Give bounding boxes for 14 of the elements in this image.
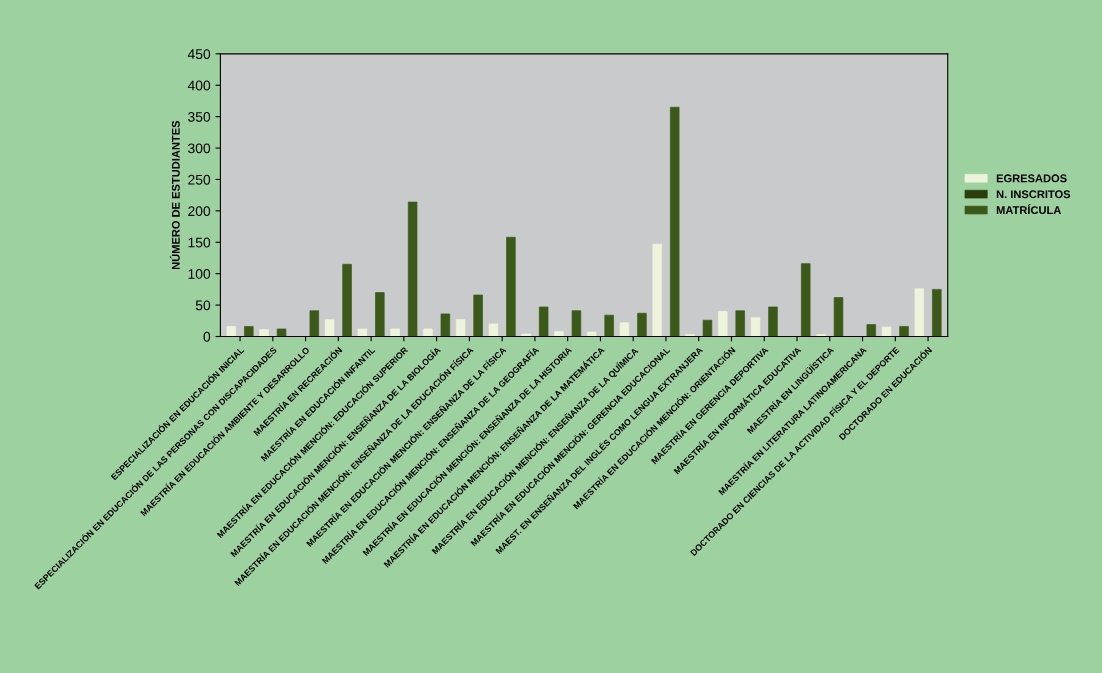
y-tick-label: 450 <box>187 49 211 60</box>
y-tick-label: 0 <box>203 331 211 342</box>
y-tick-label: 250 <box>188 174 211 185</box>
y-tick-label: 350 <box>188 111 211 122</box>
y-tick-label: 100 <box>188 269 211 279</box>
y-tick-label: 50 <box>195 300 211 311</box>
y-tick-label: 200 <box>188 206 211 217</box>
y-tick-label: 300 <box>188 143 211 154</box>
legend-label: MATRÍCULA <box>996 204 1062 215</box>
y-tick-label: 400 <box>187 80 211 91</box>
y-tick-label: 150 <box>188 237 211 248</box>
y-axis-title: NÚMERO DE ESTUDIANTES <box>169 120 180 270</box>
legend-label: EGRESADOS <box>996 174 1067 183</box>
legend-label: N. INSCRITOS <box>996 190 1071 199</box>
